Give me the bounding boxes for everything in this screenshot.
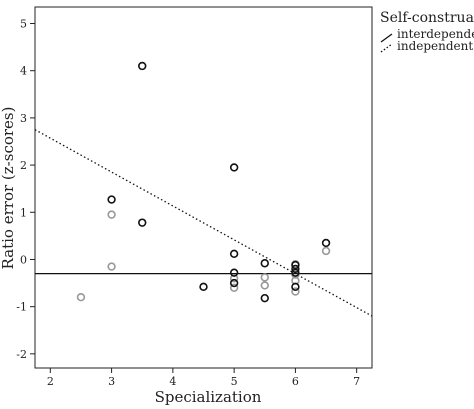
point-interdependent — [199, 282, 208, 292]
y-tick-label: 4 — [20, 65, 27, 78]
data-points — [76, 61, 331, 303]
legend-label-interdependent: interdependent — [397, 27, 474, 41]
legend-title: Self-construal — [380, 10, 474, 26]
x-tick-label: 6 — [292, 375, 299, 388]
plot-frame — [34, 6, 373, 369]
point-interdependent — [291, 268, 300, 277]
point-interdependent — [107, 195, 116, 204]
x-tick-label: 4 — [169, 375, 176, 388]
point-interdependent — [291, 282, 300, 292]
x-tick-label: 3 — [108, 375, 115, 388]
point-interdependent — [260, 293, 269, 303]
point-interdependent — [260, 259, 269, 268]
x-tick-label: 2 — [47, 375, 54, 388]
y-tick-label: -2 — [16, 348, 27, 361]
legend: Self-construal interdependent independen… — [380, 10, 474, 53]
y-tick-label: 5 — [20, 18, 27, 31]
point-independent — [107, 210, 116, 219]
fit-line-independent — [34, 129, 373, 317]
fit-lines — [34, 129, 373, 317]
legend-swatch-interdependent — [380, 33, 393, 43]
point-independent — [260, 273, 269, 282]
plot-border — [34, 6, 373, 369]
point-interdependent — [229, 163, 239, 172]
point-interdependent — [138, 218, 147, 227]
y-axis-title: Ratio error (z-scores) — [0, 107, 17, 270]
x-tick-label: 7 — [353, 375, 360, 388]
point-independent — [229, 283, 239, 292]
point-interdependent — [229, 278, 239, 288]
x-axis: 2 3 4 5 6 7 — [47, 368, 360, 388]
y-axis: -2 -1 0 1 2 3 4 5 — [16, 18, 35, 361]
point-independent — [107, 262, 116, 271]
legend-label-independent: independent — [397, 39, 473, 53]
point-interdependent — [138, 61, 147, 71]
point-interdependent — [321, 238, 331, 248]
point-independent — [260, 281, 269, 290]
y-tick-label: 0 — [20, 253, 27, 266]
point-independent — [76, 293, 86, 302]
point-interdependent — [229, 249, 239, 259]
y-tick-label: 1 — [20, 206, 27, 219]
point-independent — [321, 246, 331, 256]
x-axis-title: Specialization — [155, 388, 262, 406]
y-tick-label: -1 — [16, 301, 27, 314]
point-independent — [229, 274, 239, 283]
point-independent — [291, 287, 300, 296]
x-tick-label: 5 — [231, 375, 238, 388]
point-interdependent — [229, 268, 239, 277]
y-tick-label: 3 — [20, 112, 27, 125]
y-tick-label: 2 — [20, 159, 27, 172]
legend-swatch-independent — [380, 43, 393, 53]
point-interdependent — [291, 264, 300, 274]
